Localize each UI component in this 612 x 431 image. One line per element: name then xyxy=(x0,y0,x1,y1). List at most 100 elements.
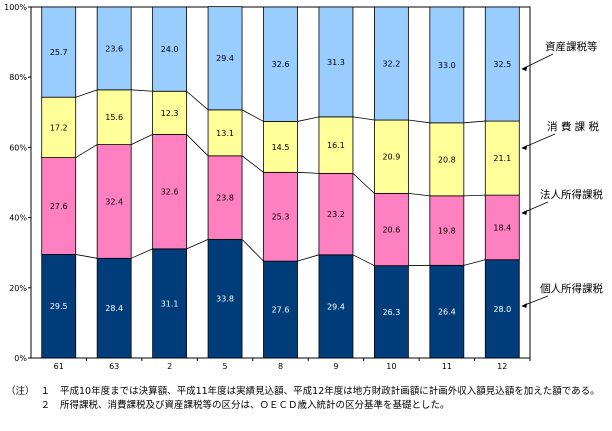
data-label: 14.5 xyxy=(272,143,290,152)
x-tick-label: 10 xyxy=(386,362,396,371)
bar-segment xyxy=(41,6,77,98)
data-label: 32.2 xyxy=(382,60,400,69)
legend-arrow-head xyxy=(521,66,528,71)
data-label: 23.2 xyxy=(327,210,345,219)
bar-segment xyxy=(373,119,409,194)
data-label: 25.7 xyxy=(50,48,68,57)
bar-segment xyxy=(96,257,132,359)
connector-line xyxy=(75,89,98,98)
legend-label: 資産課税等 xyxy=(545,40,598,53)
legend-arrow-head xyxy=(521,210,528,215)
data-label: 15.6 xyxy=(105,113,123,122)
data-label: 18.4 xyxy=(493,223,511,232)
y-axis-tick-labels: 0% 20% 40% 60% 80% 100% xyxy=(4,3,31,363)
data-label: 33.0 xyxy=(438,61,456,70)
bar-segment xyxy=(263,121,298,173)
bar-segment xyxy=(318,6,354,118)
data-label: 32.6 xyxy=(272,60,290,69)
bar-segment xyxy=(152,90,188,135)
data-label: 28.0 xyxy=(493,305,511,314)
x-tick-label: 5 xyxy=(223,362,228,371)
y-tick-label: 40% xyxy=(9,214,27,223)
bar-segment xyxy=(207,155,243,240)
x-tick-label: 2 xyxy=(167,362,172,371)
data-label: 24.0 xyxy=(161,45,179,54)
bar-segment xyxy=(484,194,520,261)
data-label: 17.2 xyxy=(50,123,68,132)
footnote-text: 平成10年度までは決算額、平成11年度は実績見込額、平成12年度は地方財政計画額… xyxy=(60,386,600,397)
data-label: 32.5 xyxy=(493,60,511,69)
bar-segment xyxy=(429,195,465,266)
connector-line xyxy=(75,144,98,158)
connector-line xyxy=(297,254,320,262)
data-label: 32.4 xyxy=(105,197,123,206)
y-tick-label: 20% xyxy=(9,284,27,293)
connector-line xyxy=(186,238,209,250)
bar-segment xyxy=(96,144,132,259)
data-label: 29.5 xyxy=(50,302,68,311)
connector-line xyxy=(352,116,375,121)
y-tick-label: 60% xyxy=(9,143,27,152)
data-label: 23.6 xyxy=(105,44,123,53)
legend-arrow-line xyxy=(522,133,556,149)
bar-segment xyxy=(207,6,243,111)
legend-arrow-line xyxy=(522,53,554,70)
data-label: 29.4 xyxy=(327,302,345,311)
bar-segment xyxy=(429,6,465,124)
bar-segment xyxy=(373,265,409,359)
connector-line xyxy=(297,116,320,122)
data-label: 20.8 xyxy=(438,155,456,164)
y-tick-label: 0% xyxy=(14,354,27,363)
data-label: 20.9 xyxy=(382,153,400,162)
legend-arrow-head xyxy=(521,303,528,308)
connector-line xyxy=(297,171,319,174)
connector-line xyxy=(186,134,209,157)
connector-line xyxy=(352,254,375,267)
connector-line xyxy=(408,192,430,197)
data-label: 32.6 xyxy=(161,188,179,197)
bars-group: 29.5 27.6 17.2 25.7 28.4 32.4 15.6 23.6 31.1 32.6… xyxy=(41,6,520,359)
data-label: 29.4 xyxy=(216,54,234,63)
data-label: 23.8 xyxy=(216,194,234,203)
bar-segment xyxy=(318,116,354,174)
series-connector-lines xyxy=(75,89,486,267)
data-label: 13.1 xyxy=(216,129,234,138)
data-label: 31.3 xyxy=(327,58,345,67)
bar-segment xyxy=(318,254,354,359)
bar-segment xyxy=(484,6,520,122)
y-tick-label: 100% xyxy=(4,3,27,12)
connector-line xyxy=(241,109,264,122)
x-tick-label: 11 xyxy=(442,362,452,371)
y-tick-label: 80% xyxy=(9,73,27,82)
x-tick-label: 12 xyxy=(497,362,507,371)
data-label: 26.3 xyxy=(382,308,400,317)
connector-line xyxy=(241,239,264,262)
footnote-1: （注） １ 平成10年度までは決算額、平成11年度は実績見込額、平成12年度は地… xyxy=(6,385,606,399)
connector-line xyxy=(352,173,375,194)
bar-segment xyxy=(207,109,243,157)
x-tick-label: 8 xyxy=(278,362,283,371)
data-label: 25.3 xyxy=(272,213,290,222)
footnote-number: １ xyxy=(40,386,50,397)
bar-segment xyxy=(484,120,520,196)
connector-line xyxy=(130,134,153,145)
footnote-2: ２ 所得課税、消費課税及び資産課税等の区分は、ＯＥＣＤ歳入統計の区分基準を基礎と… xyxy=(6,399,606,413)
data-label: 26.4 xyxy=(438,308,456,317)
legend-label: 消 費 課 税 xyxy=(547,120,600,133)
data-label: 31.1 xyxy=(161,299,179,308)
legend-label: 法人所得課税 xyxy=(540,188,603,201)
bar-segment xyxy=(263,260,298,359)
x-tick-label: 9 xyxy=(333,362,338,371)
bar-segment xyxy=(96,6,132,91)
connector-line xyxy=(131,89,153,92)
bar-segment xyxy=(96,89,132,145)
data-label: 16.1 xyxy=(327,141,345,150)
bar-segment xyxy=(429,264,465,359)
bar-segment xyxy=(41,254,77,359)
connector-line xyxy=(463,194,486,197)
bar-segment xyxy=(429,122,465,197)
bar-segment xyxy=(263,6,298,122)
footnote-number: ２ xyxy=(40,400,50,411)
